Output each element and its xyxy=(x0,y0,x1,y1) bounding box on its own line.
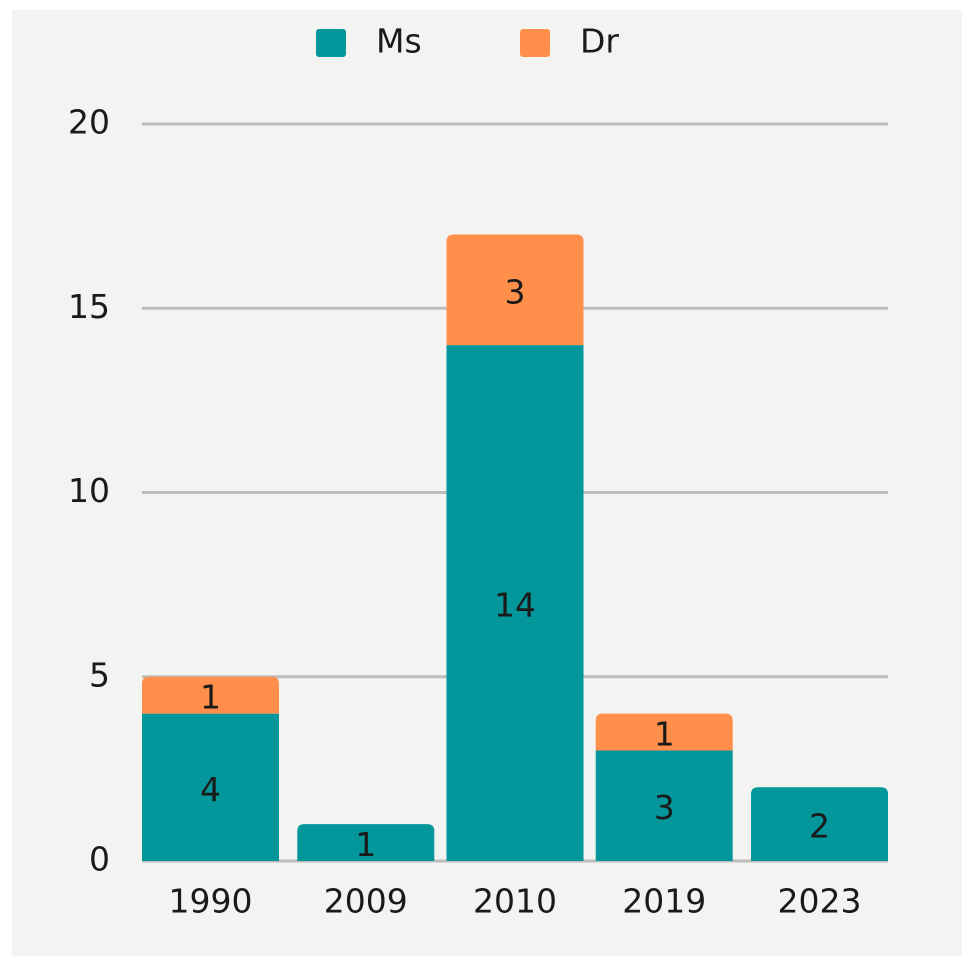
x-tick-label: 2009 xyxy=(324,882,408,921)
legend-label: Ms xyxy=(376,22,422,61)
x-tick-label: 2019 xyxy=(622,882,706,921)
bar-segment xyxy=(595,713,733,751)
bar-segment xyxy=(595,750,733,861)
y-tick-label: 20 xyxy=(68,103,110,142)
y-tick-label: 0 xyxy=(89,840,110,879)
data-label: 1 xyxy=(355,825,376,864)
data-label: 1 xyxy=(200,678,221,717)
y-tick-label: 5 xyxy=(89,655,110,694)
legend-label: Dr xyxy=(580,22,619,61)
y-tick-label: 15 xyxy=(68,287,110,326)
data-label: 1 xyxy=(654,715,675,754)
legend-swatch xyxy=(520,29,550,57)
data-label: 4 xyxy=(200,770,221,809)
data-label: 3 xyxy=(654,788,675,827)
data-label: 2 xyxy=(809,807,830,846)
x-tick-label: 2023 xyxy=(778,882,862,921)
bar-segment xyxy=(446,234,584,346)
bar-segment xyxy=(446,345,584,862)
bar-segment xyxy=(297,824,435,861)
x-tick-label: 1990 xyxy=(169,882,253,921)
bar-segment xyxy=(142,713,279,861)
data-label: 14 xyxy=(494,586,536,625)
y-tick-label: 10 xyxy=(68,471,110,510)
data-label: 3 xyxy=(505,272,526,311)
x-tick-label: 2010 xyxy=(473,882,557,921)
bar-segment xyxy=(142,676,279,714)
legend-swatch xyxy=(316,29,346,57)
bar-segment xyxy=(751,787,888,861)
